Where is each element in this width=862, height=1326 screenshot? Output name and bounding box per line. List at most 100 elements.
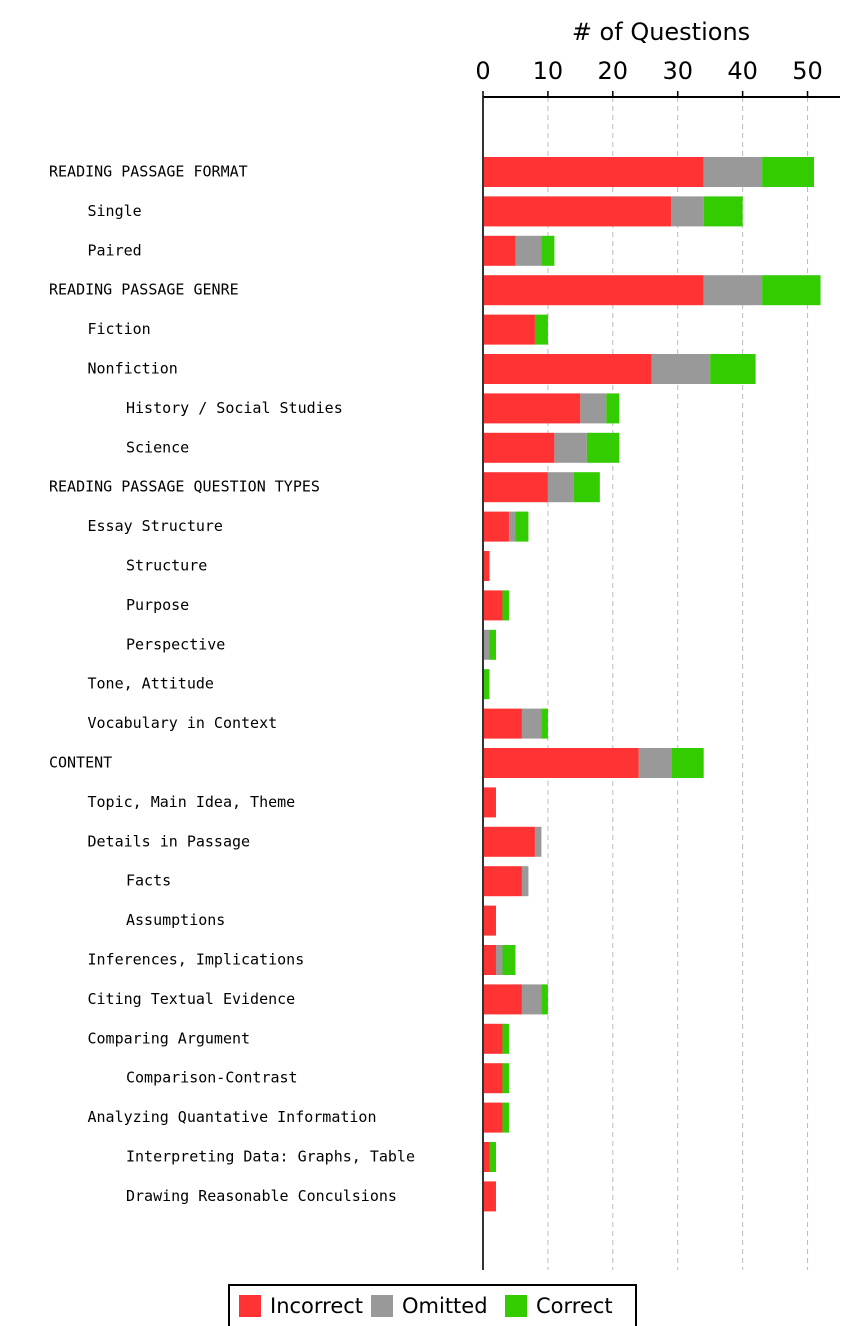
bar-segment [671,196,704,227]
x-axis-label: # of Questions [572,18,750,46]
bar-segment [502,945,516,975]
category-label: Comparison-Contrast [126,1069,298,1087]
bar-segment [483,275,704,306]
bar-segment [521,866,529,897]
category-label: CONTENT [49,754,112,772]
bar-segment [483,866,522,897]
bar-segment [483,314,535,345]
bar-segment [483,984,522,1015]
bar-segment [483,393,581,424]
bar-segment [483,905,496,936]
x-tick-label: 10 [533,57,564,85]
bar-segment [495,945,503,975]
category-label: Inferences, Implications [88,951,305,969]
bar-segment [483,669,490,700]
category-label: Assumptions [126,911,225,929]
category-label: Details in Passage [88,832,251,850]
bar-segment [483,354,652,384]
bar-segment [483,235,516,266]
category-label: Analyzing Quantative Information [88,1108,377,1126]
bar-segment [534,314,548,345]
bar-segment [710,354,756,384]
category-label: Fiction [88,320,151,338]
bar-segment [586,432,620,463]
x-tick-label: 30 [662,57,693,85]
category-label: History / Social Studies [126,399,343,417]
bar-segment [671,748,704,778]
legend-swatch [505,1295,527,1317]
bar-segment [573,472,600,503]
bar-segment [483,1181,496,1212]
bar-segment [508,511,516,542]
bar-segment [483,196,672,227]
bar-segment [762,157,815,187]
x-tick-label: 50 [792,57,823,85]
bar-segment [703,196,743,227]
category-label: Essay Structure [88,517,223,535]
category-label: Paired [88,241,142,259]
bar-segment [521,984,542,1015]
bar-segment [554,432,587,463]
bar-segment [541,984,548,1015]
x-tick-label: 0 [475,57,490,85]
bar-segment [703,275,763,306]
bar-segment [483,826,535,857]
category-label: Nonfiction [88,360,178,378]
bar-segment [638,748,672,778]
bar-segment [541,235,555,266]
bar-segment [483,157,704,187]
bar-segment [483,1063,503,1094]
bar-segment [483,1102,503,1133]
bar-segment [502,1063,509,1094]
bar-segment [483,590,503,621]
category-label: Structure [126,557,207,575]
category-label: READING PASSAGE GENRE [49,281,239,299]
bar-segment [483,748,639,778]
category-label: READING PASSAGE FORMAT [49,163,248,181]
bar-segment [483,432,555,463]
bar-segment [483,551,490,581]
bar-segment [483,708,522,739]
category-label: Topic, Main Idea, Theme [88,793,296,811]
category-label: Science [126,438,189,456]
bar-segment [651,354,711,384]
bar-segment [515,511,529,542]
bar-segment [483,1023,503,1054]
bar-segment [606,393,620,424]
bar-segment [483,511,509,542]
bar-segment [483,945,496,975]
legend-label: Correct [536,1294,613,1318]
bar-segment [541,708,548,739]
category-label: READING PASSAGE QUESTION TYPES [49,478,320,496]
bar-segment [483,787,496,818]
legend-label: Omitted [402,1294,488,1318]
bar-segment [521,708,542,739]
bar-segment [534,826,542,857]
bar-segment [489,1142,496,1172]
category-label: Interpreting Data: Graphs, Table [126,1148,415,1166]
bar-segment [762,275,821,306]
bar-segment [489,629,496,660]
category-label: Purpose [126,596,189,614]
category-label: Drawing Reasonable Conculsions [126,1187,397,1205]
legend-label: Incorrect [270,1294,363,1318]
legend-swatch [371,1295,393,1317]
category-label: Citing Textual Evidence [88,990,296,1008]
category-label: Tone, Attitude [88,675,214,693]
bar-segment [515,235,542,266]
bar-segment [547,472,574,503]
category-label: Perspective [126,635,225,653]
x-tick-label: 20 [598,57,629,85]
bar-segment [703,157,763,187]
bar-segment [502,590,509,621]
bar-segment [483,472,548,503]
category-label: Vocabulary in Context [88,714,278,732]
bar-segment [483,629,490,660]
x-tick-label: 40 [727,57,758,85]
legend-swatch [239,1295,261,1317]
bar-segment [502,1102,509,1133]
category-label: Comparing Argument [88,1029,251,1047]
category-label: Single [88,202,142,220]
bar-segment [580,393,607,424]
